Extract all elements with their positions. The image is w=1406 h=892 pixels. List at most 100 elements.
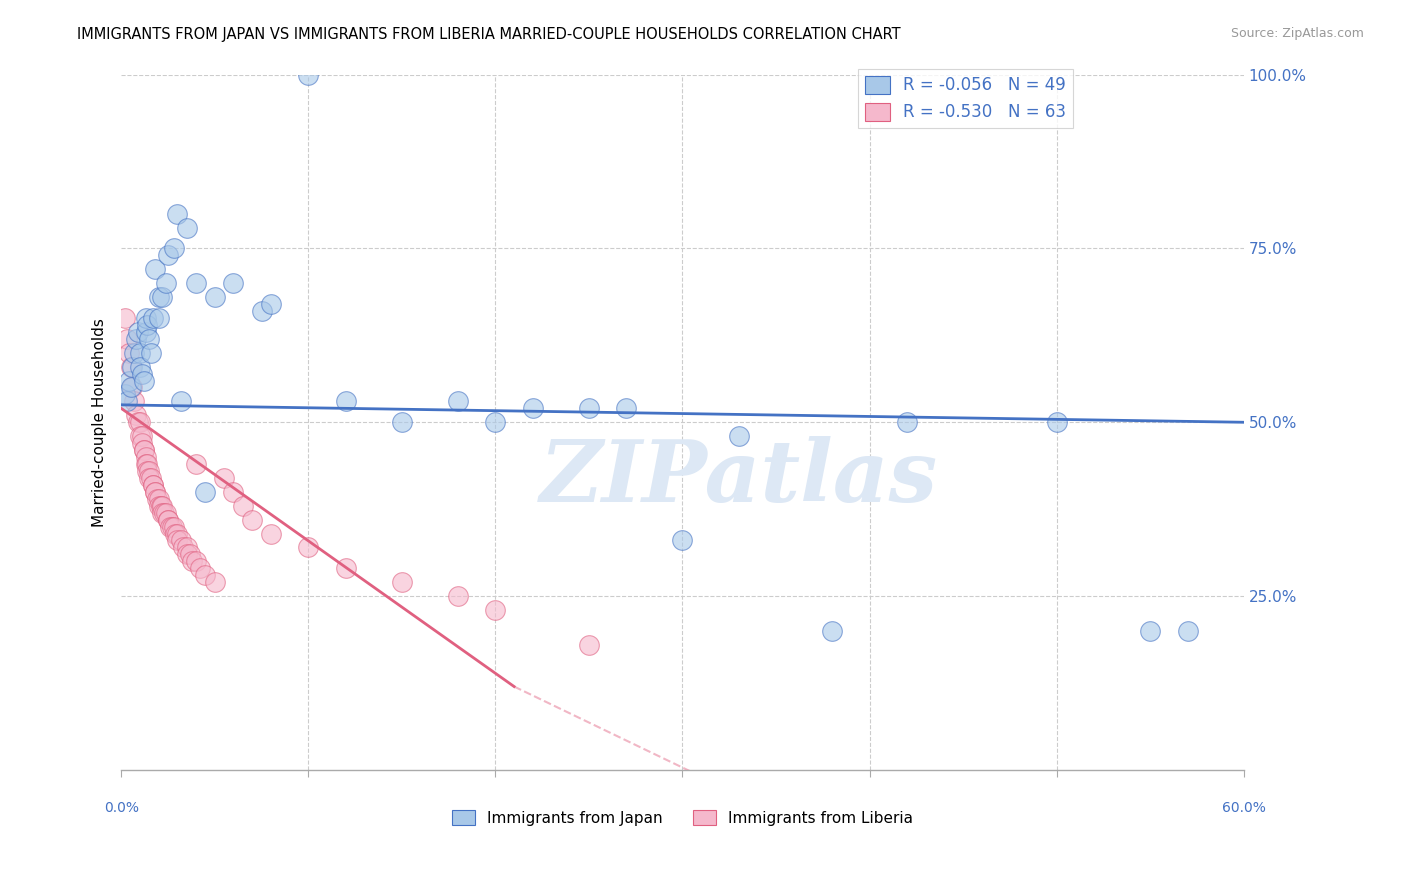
Point	[222, 484, 245, 499]
Point	[115, 394, 138, 409]
Point	[162, 519, 184, 533]
Point	[149, 499, 172, 513]
Point	[156, 513, 179, 527]
Point	[132, 374, 155, 388]
Point	[156, 513, 179, 527]
Point	[129, 345, 152, 359]
Point	[484, 415, 506, 429]
Point	[896, 415, 918, 429]
Point	[260, 526, 283, 541]
Point	[136, 464, 159, 478]
Point	[447, 394, 470, 409]
Text: 60.0%: 60.0%	[1222, 800, 1265, 814]
Point	[148, 310, 170, 325]
Point	[150, 290, 173, 304]
Point	[212, 471, 235, 485]
Point	[671, 533, 693, 548]
Point	[176, 541, 198, 555]
Point	[118, 345, 141, 359]
Point	[143, 484, 166, 499]
Point	[165, 526, 187, 541]
Text: 0.0%: 0.0%	[104, 800, 139, 814]
Point	[138, 464, 160, 478]
Point	[232, 499, 254, 513]
Point	[118, 374, 141, 388]
Point	[121, 380, 143, 394]
Point	[1177, 624, 1199, 638]
Point	[166, 206, 188, 220]
Point	[145, 491, 167, 506]
Point	[132, 443, 155, 458]
Point	[135, 325, 157, 339]
Point	[129, 429, 152, 443]
Point	[135, 310, 157, 325]
Point	[614, 401, 637, 416]
Point	[148, 499, 170, 513]
Point	[222, 276, 245, 290]
Point	[260, 297, 283, 311]
Point	[166, 526, 188, 541]
Point	[150, 499, 173, 513]
Point	[170, 533, 193, 548]
Y-axis label: Married-couple Households: Married-couple Households	[93, 318, 107, 526]
Point	[124, 345, 146, 359]
Point	[142, 310, 165, 325]
Point	[484, 603, 506, 617]
Point	[131, 367, 153, 381]
Point	[124, 394, 146, 409]
Point	[138, 332, 160, 346]
Point	[135, 457, 157, 471]
Point	[176, 548, 198, 562]
Point	[143, 484, 166, 499]
Point	[727, 429, 749, 443]
Point	[250, 304, 273, 318]
Point	[522, 401, 544, 416]
Point	[120, 380, 142, 394]
Point	[194, 568, 217, 582]
Point	[1139, 624, 1161, 638]
Point	[335, 394, 357, 409]
Point	[148, 290, 170, 304]
Point	[297, 541, 319, 555]
Point	[153, 506, 176, 520]
Text: Source: ZipAtlas.com: Source: ZipAtlas.com	[1230, 27, 1364, 40]
Text: ZIPatlas: ZIPatlas	[540, 436, 938, 520]
Text: IMMIGRANTS FROM JAPAN VS IMMIGRANTS FROM LIBERIA MARRIED-COUPLE HOUSEHOLDS CORRE: IMMIGRANTS FROM JAPAN VS IMMIGRANTS FROM…	[77, 27, 901, 42]
Point	[129, 359, 152, 374]
Point	[1046, 415, 1069, 429]
Point	[297, 68, 319, 82]
Point	[821, 624, 844, 638]
Point	[335, 561, 357, 575]
Point	[172, 541, 194, 555]
Point	[150, 506, 173, 520]
Point	[121, 359, 143, 374]
Point	[181, 554, 204, 568]
Point	[131, 429, 153, 443]
Point	[135, 450, 157, 464]
Point	[170, 394, 193, 409]
Point	[391, 415, 413, 429]
Point	[204, 290, 226, 304]
Point	[578, 401, 600, 416]
Point	[136, 457, 159, 471]
Point	[115, 332, 138, 346]
Point	[155, 276, 177, 290]
Point	[162, 241, 184, 255]
Point	[160, 519, 183, 533]
Point	[138, 471, 160, 485]
Point	[204, 575, 226, 590]
Point	[136, 318, 159, 332]
Point	[114, 310, 136, 325]
Point	[184, 554, 207, 568]
Point	[155, 506, 177, 520]
Point	[578, 638, 600, 652]
Point	[194, 484, 217, 499]
Point	[143, 262, 166, 277]
Point	[131, 436, 153, 450]
Point	[142, 478, 165, 492]
Point	[156, 248, 179, 262]
Point	[184, 276, 207, 290]
Point	[129, 415, 152, 429]
Point	[176, 220, 198, 235]
Point	[148, 491, 170, 506]
